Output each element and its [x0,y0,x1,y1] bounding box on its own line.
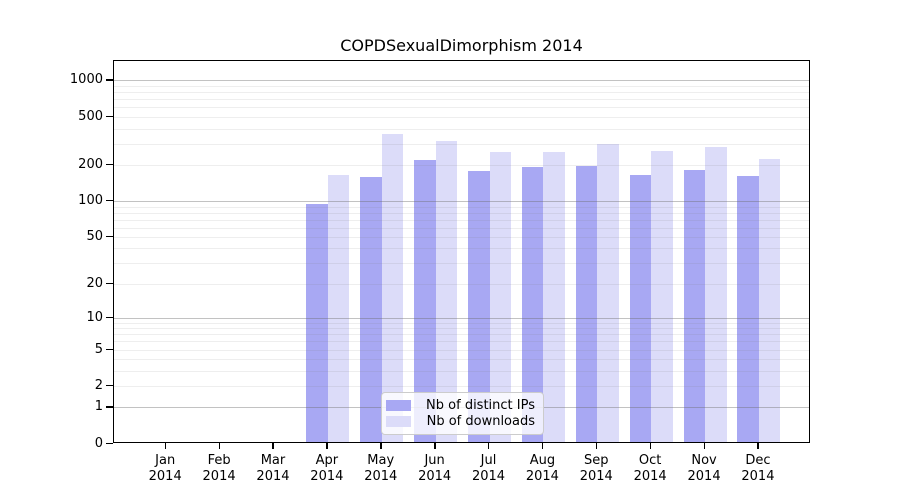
y-tick-label-10: 10 [86,309,103,325]
x-tick-year: 2014 [687,469,721,484]
legend-swatch-distinct-ips [386,399,411,411]
y-tick-mark-200 [106,163,113,166]
y-tick-mark-2 [106,385,113,387]
x-tick-label-mar: Mar 2014 [243,453,303,485]
y-tick-label-2: 2 [94,378,103,394]
x-tick-month: Jan [155,453,176,468]
x-tick-mark-jan [164,443,167,449]
x-tick-mark-dec [757,443,759,449]
x-tick-label-may: May 2014 [351,453,411,485]
x-tick-label-jul: Jul 2014 [459,453,519,485]
bar-downloads-aug [543,151,565,442]
x-tick-month: Jul [480,453,497,468]
x-tick-year: 2014 [633,469,667,484]
x-tick-year: 2014 [579,469,613,484]
legend-row-distinct-ips: Nb of distinct IPs [386,398,535,413]
y-tick-mark-1000 [106,79,113,81]
x-tick-mark-nov [703,443,705,449]
bar-downloads-oct [651,151,673,442]
x-tick-month: Apr [315,453,339,468]
y-tick-mark-5 [106,348,113,350]
bar-downloads-may [381,133,404,442]
chart-title: COPDSexualDimorphism 2014 [340,36,583,55]
x-tick-label-sep: Sep 2014 [566,453,626,485]
legend-swatch-downloads [386,416,411,428]
legend-label-distinct-ips: Nb of distinct IPs [426,397,535,413]
x-tick-mark-sep [595,443,598,449]
bar-distinct-ips-oct [629,174,652,442]
y-tick-label-1000: 1000 [69,72,103,88]
x-tick-label-nov: Nov 2014 [674,453,734,485]
bar-downloads-sep [597,144,619,442]
x-tick-month: Aug [529,453,556,468]
x-tick-year: 2014 [256,469,290,484]
bar-downloads-jun [435,141,458,442]
legend-label-downloads: Nb of downloads [426,414,535,430]
legend: Nb of distinct IPs Nb of downloads [381,392,544,435]
x-tick-month: Sep [584,453,609,468]
y-tick-label-5: 5 [94,341,103,357]
bar-downloads-dec [758,159,781,442]
x-tick-month: Nov [691,453,717,468]
y-tick-label-500: 500 [78,108,103,124]
x-tick-mark-apr [326,443,328,449]
bar-downloads-jul [489,152,511,442]
bar-distinct-ips-apr [306,204,328,442]
x-tick-month: Oct [638,453,662,468]
y-tick-mark-100 [106,200,113,202]
x-tick-mark-feb [218,443,220,449]
y-tick-mark-20 [106,282,113,285]
x-tick-month: May [367,453,395,468]
x-tick-label-dec: Dec 2014 [728,453,788,485]
x-tick-mark-jun [434,443,436,449]
bar-distinct-ips-jul [468,170,490,442]
y-tick-label-0: 0 [94,435,103,451]
x-tick-year: 2014 [364,469,398,484]
x-tick-year: 2014 [148,469,182,484]
x-tick-year: 2014 [310,469,344,484]
bar-distinct-ips-sep [575,165,598,442]
x-tick-label-feb: Feb 2014 [189,453,249,485]
x-tick-mark-aug [541,443,544,449]
bar-distinct-ips-dec [737,176,759,442]
bar-distinct-ips-may [360,177,382,442]
legend-row-downloads: Nb of downloads [386,414,535,429]
bar-distinct-ips-jun [414,160,436,442]
y-tick-mark-500 [106,115,113,118]
y-tick-mark-0 [106,442,113,445]
x-tick-month: Dec [745,453,771,468]
bar-distinct-ips-aug [521,167,544,442]
x-tick-year: 2014 [418,469,452,484]
x-tick-mark-oct [649,443,652,449]
x-tick-label-oct: Oct 2014 [620,453,680,485]
x-tick-label-aug: Aug 2014 [512,453,572,485]
x-tick-month: Jun [424,453,445,468]
y-tick-label-100: 100 [78,193,103,209]
y-tick-mark-50 [106,236,113,238]
x-tick-year: 2014 [525,469,559,484]
x-tick-year: 2014 [741,469,775,484]
y-tick-mark-10 [106,316,113,319]
x-tick-year: 2014 [202,469,236,484]
plot-area: Nb of distinct IPs Nb of downloads [113,60,810,443]
x-tick-mark-jul [488,443,490,449]
bar-downloads-nov [705,146,727,442]
y-tick-label-50: 50 [86,229,103,244]
x-tick-label-jan: Jan 2014 [135,453,195,485]
y-tick-label-200: 200 [78,156,103,172]
x-tick-label-jun: Jun 2014 [405,453,465,485]
x-tick-mark-mar [272,443,274,449]
bar-downloads-apr [327,174,350,442]
y-tick-label-1: 1 [94,399,103,415]
y-tick-label-20: 20 [86,275,103,291]
bar-distinct-ips-nov [683,170,706,442]
x-tick-month: Feb [207,453,231,468]
x-tick-month: Mar [260,453,286,468]
x-tick-label-apr: Apr 2014 [297,453,357,485]
x-tick-mark-may [380,443,382,449]
y-tick-mark-1 [106,406,113,408]
x-tick-year: 2014 [471,469,506,484]
bars-layer [114,61,809,442]
